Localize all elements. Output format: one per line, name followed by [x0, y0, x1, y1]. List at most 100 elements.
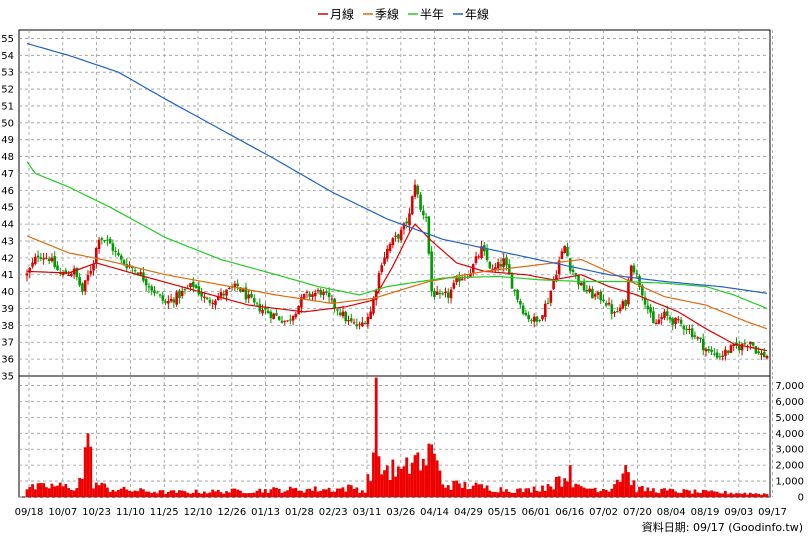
volume-bar	[266, 493, 270, 497]
candle-body	[488, 261, 492, 269]
volume-bar	[665, 490, 669, 497]
candle-body	[643, 297, 647, 305]
candle-body	[64, 270, 68, 275]
volume-bar	[701, 489, 705, 497]
volume-bar	[651, 488, 655, 497]
candle-body	[499, 264, 503, 267]
volume-bar	[344, 491, 348, 497]
candle-body	[646, 305, 650, 310]
candle-body	[228, 288, 231, 290]
volume-bar	[216, 489, 220, 497]
candle-body	[266, 310, 270, 314]
candle-body	[108, 238, 112, 244]
candle-body	[178, 290, 181, 299]
volume-bar	[549, 486, 553, 497]
candle-body	[341, 311, 345, 317]
candle-body	[45, 257, 48, 259]
volume-bar	[696, 492, 700, 497]
volume-bar	[751, 493, 755, 497]
volume-bar	[313, 486, 317, 497]
candle-body	[474, 256, 478, 263]
price-panel: 35 36 37 38 39 40 41 42 43 44 45 46 47 48 49 50 51 52 53 54…	[1, 29, 773, 383]
candle-body	[75, 267, 79, 278]
candle-body	[732, 344, 736, 346]
volume-bar	[97, 485, 101, 497]
candle-body	[291, 316, 295, 321]
candle-body	[286, 320, 289, 322]
volume-bar	[632, 480, 636, 497]
candle-body	[261, 309, 264, 314]
volume-bar	[493, 492, 497, 497]
volume-bar	[25, 489, 29, 497]
price-tick-label: 42	[1, 253, 14, 264]
candle-body	[519, 301, 522, 305]
candle-body	[724, 349, 727, 356]
candle-body	[516, 289, 519, 300]
candle-body	[549, 290, 553, 303]
candle-body	[607, 302, 611, 305]
candle-body	[524, 312, 528, 316]
volume-bar	[277, 488, 281, 497]
candle-body	[372, 298, 375, 314]
volume-bar	[582, 487, 586, 497]
volume-bar	[452, 480, 456, 497]
candle-body	[726, 350, 730, 353]
candle-body	[336, 309, 339, 311]
volume-bar	[726, 494, 730, 497]
ma-line-年線	[26, 42, 768, 294]
candle-body	[599, 291, 603, 301]
candle-body	[701, 338, 705, 351]
candle-body	[363, 323, 367, 325]
volume-tick-label: 7,000	[775, 381, 804, 392]
candle-body	[300, 297, 303, 308]
candle-body	[521, 305, 525, 314]
candle-body	[25, 273, 29, 276]
volume-bar	[130, 491, 134, 497]
volume-bar	[762, 493, 766, 497]
x-tick-label: 12/26	[217, 507, 246, 518]
volume-bar	[341, 487, 345, 497]
candle-body	[527, 314, 530, 320]
volume-bar	[505, 489, 508, 497]
candle-body	[81, 283, 84, 292]
candle-body	[280, 320, 284, 323]
candle-body	[757, 351, 760, 354]
volume-bar	[693, 489, 697, 497]
candle-body	[241, 289, 245, 292]
volume-bar	[477, 484, 481, 497]
candle-body	[424, 216, 428, 218]
volume-bar	[147, 491, 151, 497]
candle-body	[715, 352, 719, 358]
x-tick-label: 09/03	[724, 507, 753, 518]
volume-bar	[535, 490, 539, 497]
volume-bar	[186, 492, 190, 497]
candle-body	[56, 265, 59, 271]
candle-body	[571, 269, 575, 272]
volume-bar	[233, 488, 237, 497]
volume-bar	[336, 488, 339, 497]
candle-body	[83, 280, 87, 292]
volume-bar	[427, 443, 431, 497]
candle-body	[380, 265, 384, 272]
volume-bar	[61, 486, 65, 497]
candle-body	[610, 304, 614, 314]
candle-body	[455, 277, 458, 283]
price-tick-label: 50	[1, 118, 14, 129]
volume-bar	[297, 490, 301, 497]
volume-bar	[471, 485, 475, 497]
volume-bar	[294, 487, 298, 497]
volume-bar	[208, 492, 212, 497]
volume-bar	[81, 478, 84, 497]
candle-body	[247, 294, 251, 299]
legend-label: 半年	[420, 8, 444, 22]
candle-body	[233, 283, 237, 288]
candle-body	[67, 275, 70, 277]
candle-body	[596, 292, 600, 295]
volume-bar	[333, 491, 337, 497]
volume-bar	[111, 489, 115, 497]
candle-body	[751, 342, 755, 346]
candle-body	[208, 299, 212, 303]
candle-body	[222, 293, 226, 296]
candle-body	[552, 280, 555, 290]
